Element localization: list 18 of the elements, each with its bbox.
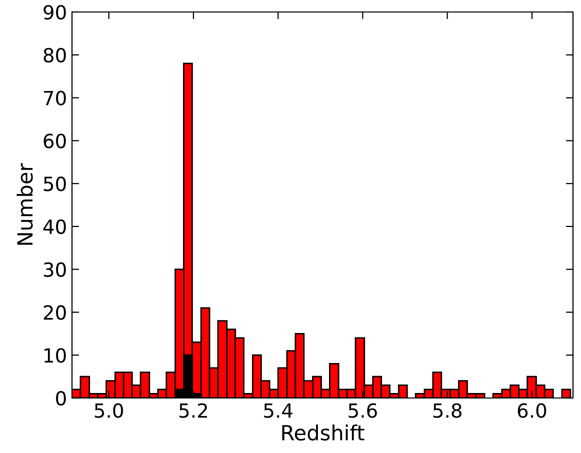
y-tick-label: 30: [44, 262, 66, 277]
y-tick-label: 70: [44, 90, 66, 106]
y-tick-label: 0: [56, 390, 66, 406]
y-tick-label: 20: [44, 305, 66, 320]
x-tick-label: 5.0: [94, 403, 123, 418]
x-axis-title: Redshift: [282, 424, 364, 441]
y-tick-label: 10: [44, 348, 66, 363]
y-tick-label: 60: [44, 134, 66, 148]
y-tick-label: 90: [44, 4, 66, 20]
x-tick-label: 6.0: [518, 403, 546, 418]
x-tick-label: 5.2: [179, 403, 207, 418]
y-tick-label: 80: [44, 48, 66, 63]
y-tick-label: 40: [43, 219, 66, 234]
x-tick-label: 5.4: [264, 403, 292, 418]
y-axis-title: Number: [16, 163, 33, 245]
y-tick-label: 50: [44, 176, 66, 192]
x-tick-label: 5.8: [433, 403, 462, 418]
x-tick-label: 5.6: [348, 403, 377, 418]
